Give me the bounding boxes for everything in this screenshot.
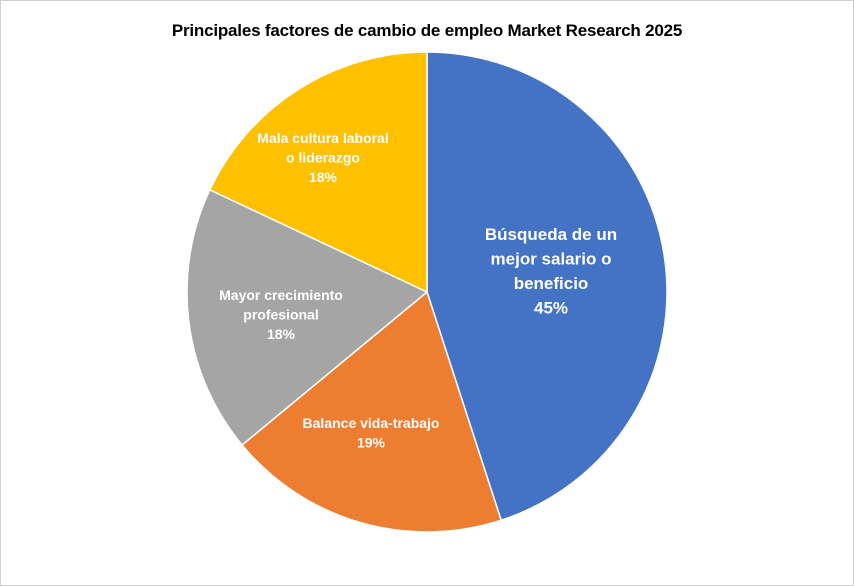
slice-value-label: 19%	[357, 435, 386, 451]
slice-label-line: Mayor crecimiento	[219, 287, 343, 303]
slice-label-3: Mala cultura laboral o liderazgo 18%	[257, 130, 388, 185]
slice-label-line: profesional	[243, 307, 318, 323]
slice-label-2: Mayor crecimiento profesional 18%	[219, 287, 343, 342]
slice-label-1: Balance vida-trabajo 19%	[303, 415, 440, 451]
pie-labels: Búsqueda de un mejor salario o beneficio 45…	[219, 130, 617, 451]
slice-label-0: Búsqueda de un mejor salario o beneficio 45…	[485, 225, 617, 318]
slice-label-line: Mala cultura laboral	[257, 130, 388, 146]
slice-label-line: Balance vida-trabajo	[303, 415, 440, 431]
slice-value-label: 18%	[267, 326, 296, 342]
slice-label-line: Búsqueda de un	[485, 225, 617, 244]
slice-crecimiento-profesional	[186, 188, 429, 447]
slice-label-line: mejor salario o	[491, 250, 612, 269]
pie-slices	[186, 51, 668, 533]
slice-value-label: 45%	[534, 299, 568, 318]
slice-balance-vida-trabajo	[241, 290, 503, 533]
slice-label-line: o liderazgo	[286, 150, 360, 166]
slice-busqueda-salario	[426, 51, 668, 522]
chart-title: Principales factores de cambio de empleo…	[171, 21, 683, 40]
slice-cultura-liderazgo	[208, 51, 428, 294]
slice-value-label: 18%	[309, 169, 338, 185]
slice-label-line: beneficio	[514, 274, 589, 293]
